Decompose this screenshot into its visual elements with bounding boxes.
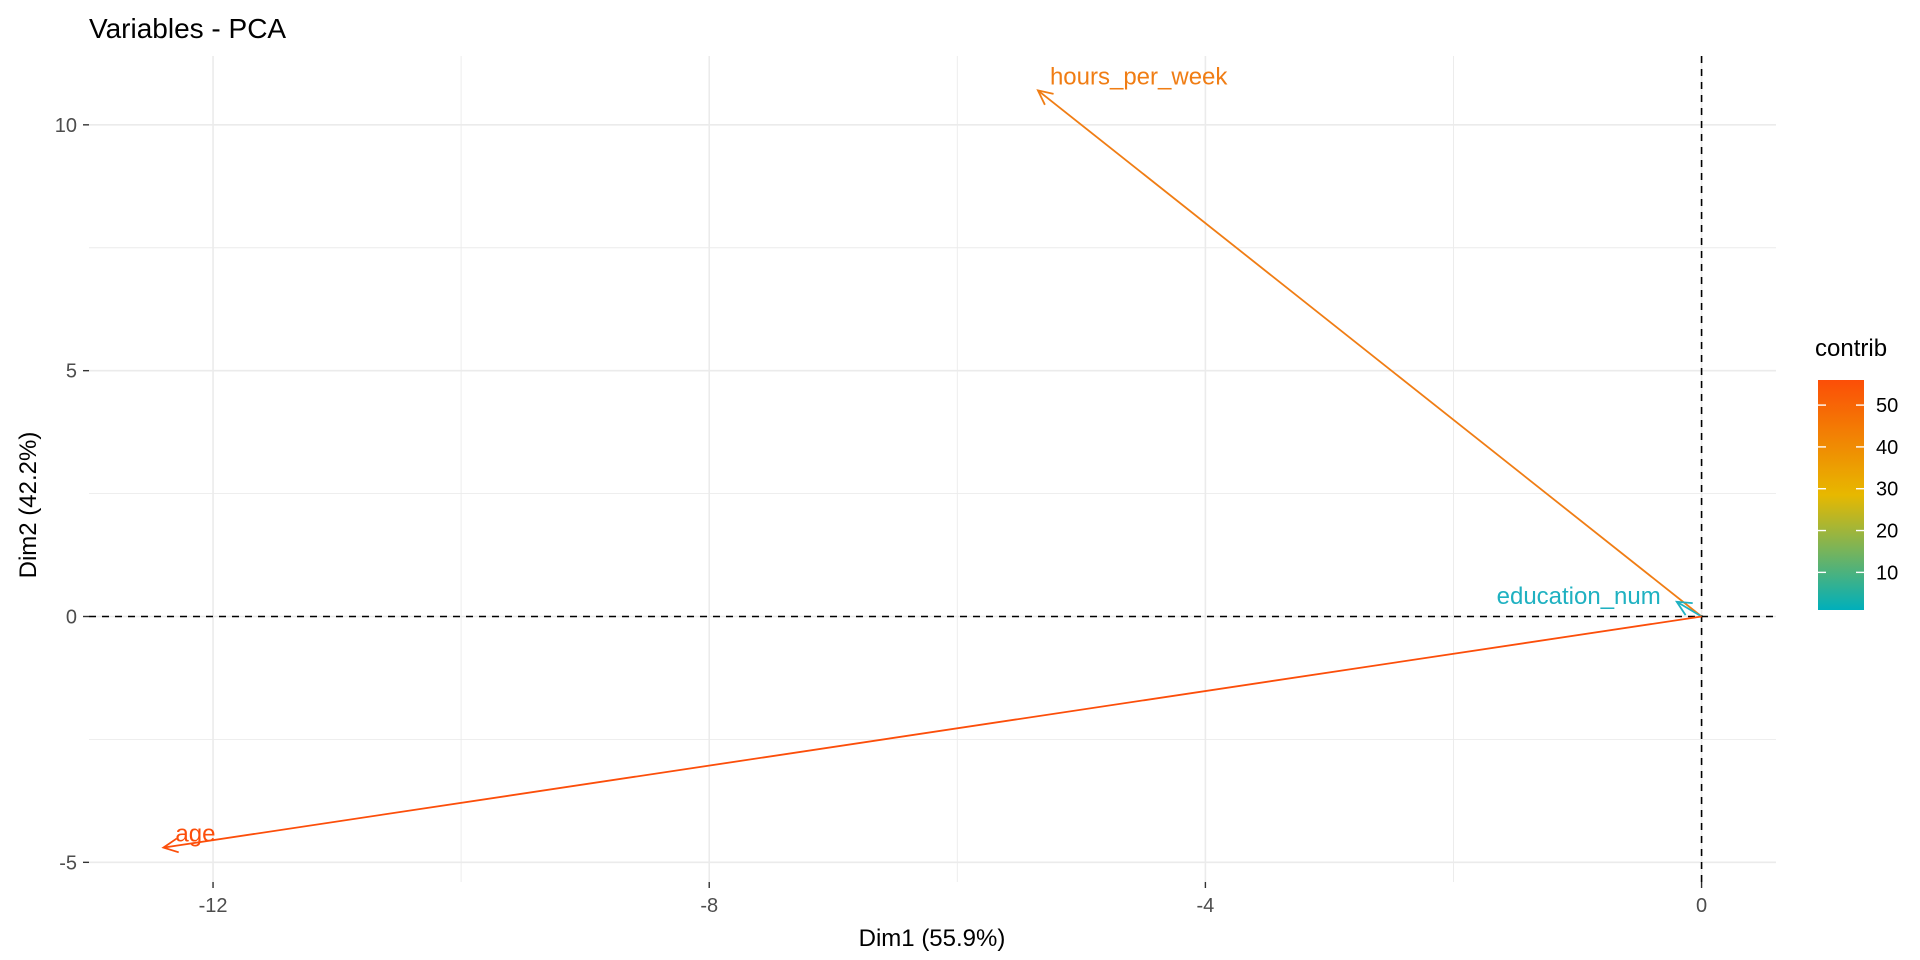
- legend-colorbar: [1818, 380, 1864, 610]
- legend: contrib 10 20 30 40 50: [1815, 335, 1898, 610]
- variable-arrows: [161, 89, 1703, 854]
- arrowhead-age: [161, 837, 179, 854]
- arrow-hours_per_week: [1037, 89, 1703, 618]
- variable-label-age: age: [175, 821, 215, 848]
- legend-tick-label: 20: [1876, 521, 1898, 543]
- chart-title: Variables - PCA: [89, 13, 286, 44]
- x-tick-label: -12: [199, 895, 228, 917]
- legend-tick-label: 30: [1876, 479, 1898, 501]
- y-axis-title: Dim2 (42.2%): [15, 432, 42, 579]
- arrow-age: [163, 615, 1702, 849]
- axes: -12 -8 -4 0 -5 0 5 10: [55, 115, 1707, 917]
- legend-tick-label: 40: [1876, 437, 1898, 459]
- grid: [89, 56, 1776, 882]
- variable-label-education_num: education_num: [1497, 583, 1661, 610]
- x-tick-label: -8: [700, 895, 718, 917]
- y-tick-label: -5: [59, 852, 77, 874]
- x-tick-label: 0: [1696, 895, 1707, 917]
- arrowhead-hours_per_week: [1036, 89, 1054, 106]
- legend-title: contrib: [1815, 335, 1887, 362]
- x-tick-label: -4: [1196, 895, 1214, 917]
- variable-label-hours_per_week: hours_per_week: [1050, 63, 1228, 90]
- arrow-education_num: [1676, 600, 1703, 618]
- arrowhead-education_num: [1674, 600, 1693, 616]
- y-tick-label: 10: [55, 115, 77, 137]
- legend-tick-label: 50: [1876, 395, 1898, 417]
- y-tick-label: 0: [66, 607, 77, 629]
- legend-tick-label: 10: [1876, 562, 1898, 584]
- x-axis-title: Dim1 (55.9%): [859, 925, 1006, 952]
- reference-lines: [89, 56, 1776, 882]
- y-tick-label: 5: [66, 361, 77, 383]
